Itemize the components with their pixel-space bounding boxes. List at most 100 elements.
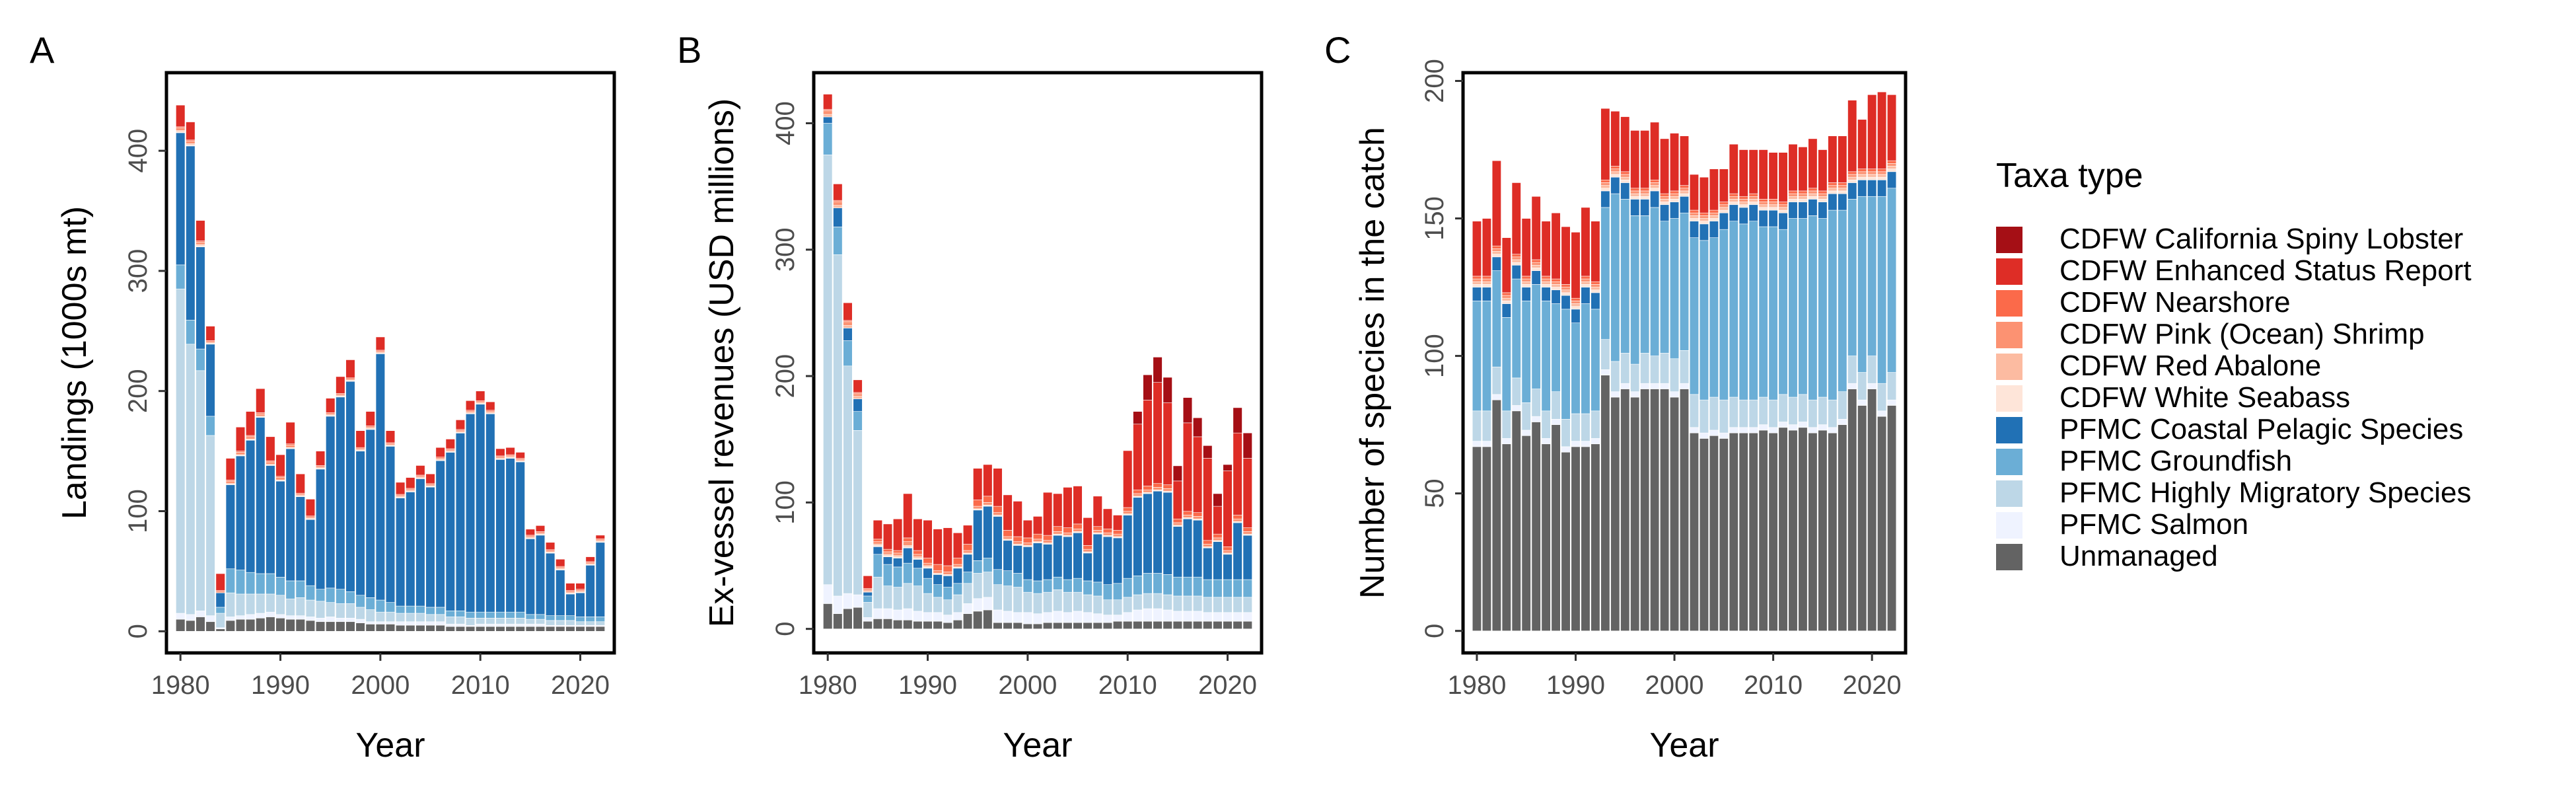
- bar-pfmc-coastal-pelagic-species-1999: [1660, 204, 1670, 222]
- bar-pfmc-highly-migratory-species-2012: [495, 617, 505, 624]
- bar-pfmc-groundfish-2021: [585, 617, 595, 623]
- bar-unmanaged-2019: [1213, 621, 1223, 629]
- bar-pfmc-salmon-2011: [1778, 422, 1788, 428]
- bar-pfmc-coastal-pelagic-species-1989: [266, 465, 275, 574]
- bar-pfmc-coastal-pelagic-species-1987: [246, 439, 256, 573]
- bar-cdfw-pink-ocean-shrimp-1992: [943, 572, 952, 575]
- bar-pfmc-highly-migratory-species-2007: [445, 617, 455, 624]
- bar-unmanaged-2007: [1092, 622, 1102, 629]
- bar-pfmc-coastal-pelagic-species-2006: [435, 460, 445, 608]
- bar-unmanaged-2017: [546, 626, 555, 632]
- bar-cdfw-enhanced-status-report-1991: [285, 422, 295, 444]
- bar-pfmc-salmon-1983: [205, 615, 215, 623]
- bar-cdfw-nearshore-1990: [1571, 297, 1581, 301]
- bar-unmanaged-2015: [525, 626, 535, 632]
- bar-cdfw-white-seabass-2010: [1768, 207, 1778, 211]
- bar-cdfw-nearshore-2001: [1679, 185, 1690, 189]
- bar-cdfw-white-seabass-1999: [1660, 202, 1670, 206]
- bar-cdfw-nearshore-2014: [1808, 188, 1818, 192]
- bar-unmanaged-2005: [1719, 438, 1729, 632]
- bar-unmanaged-2001: [1679, 389, 1690, 632]
- bar-cdfw-red-abalone-2015: [1818, 196, 1828, 200]
- bar-pfmc-coastal-pelagic-species-1998: [1650, 190, 1660, 208]
- bar-pfmc-salmon-1991: [285, 615, 295, 620]
- bar-cdfw-california-spiny-lobster-2021: [1233, 407, 1242, 434]
- panel-letter: B: [677, 29, 701, 71]
- bar-pfmc-coastal-pelagic-species-2019: [1857, 179, 1867, 197]
- bar-pfmc-salmon-1989: [1561, 446, 1571, 453]
- bar-cdfw-pink-ocean-shrimp-2006: [1729, 196, 1738, 200]
- bar-unmanaged-2015: [1172, 621, 1182, 629]
- x-tick-label: 2020: [1198, 671, 1257, 700]
- bar-cdfw-enhanced-status-report-2011: [1133, 424, 1143, 490]
- bar-cdfw-nearshore-2022: [1887, 160, 1897, 164]
- bar-pfmc-salmon-2012: [1788, 424, 1798, 431]
- bar-pfmc-highly-migratory-species-2014: [1808, 399, 1818, 428]
- bar-pfmc-coastal-pelagic-species-2020: [575, 592, 585, 617]
- bar-unmanaged-2010: [1768, 432, 1778, 632]
- bar-pfmc-coastal-pelagic-species-1989: [913, 559, 923, 569]
- bar-cdfw-nearshore-2019: [1213, 533, 1223, 539]
- bar-pfmc-coastal-pelagic-species-1994: [1610, 176, 1620, 194]
- bar-pfmc-highly-migratory-species-1986: [882, 585, 893, 609]
- bar-pfmc-coastal-pelagic-species-2011: [485, 413, 495, 613]
- bar-pfmc-groundfish-1993: [952, 583, 963, 595]
- bar-unmanaged-2007: [445, 626, 455, 632]
- bar-pfmc-coastal-pelagic-species-2019: [565, 593, 575, 616]
- bar-pfmc-salmon-1998: [355, 619, 365, 623]
- bar-unmanaged-1985: [225, 620, 235, 632]
- bar-unmanaged-2019: [1857, 405, 1867, 632]
- bar-cdfw-pink-ocean-shrimp-1992: [1591, 284, 1600, 287]
- bar-pfmc-coastal-pelagic-species-2015: [1172, 526, 1182, 578]
- bar-pfmc-coastal-pelagic-species-2007: [445, 452, 455, 611]
- bar-unmanaged-2011: [485, 626, 495, 632]
- bar-cdfw-nearshore-2022: [1242, 527, 1252, 532]
- bar-pfmc-highly-migratory-species-1989: [266, 593, 275, 613]
- bar-pfmc-coastal-pelagic-species-2003: [1053, 535, 1063, 578]
- bar-cdfw-pink-ocean-shrimp-2005: [1719, 204, 1729, 208]
- bar-pfmc-salmon-2012: [495, 624, 505, 627]
- bar-pfmc-highly-migratory-species-2019: [1213, 597, 1223, 613]
- bar-pfmc-groundfish-1990: [1571, 322, 1581, 414]
- bar-pfmc-highly-migratory-species-2012: [1788, 397, 1798, 425]
- bar-pfmc-salmon-1983: [1501, 438, 1511, 445]
- bar-cdfw-enhanced-status-report-2001: [1679, 135, 1690, 186]
- bar-pfmc-salmon-2015: [525, 624, 535, 627]
- bar-cdfw-nearshore-2010: [1768, 199, 1778, 202]
- bar-unmanaged-2009: [465, 626, 476, 632]
- y-tick-label: 100: [1420, 334, 1449, 378]
- bar-pfmc-groundfish-1994: [962, 572, 973, 584]
- bar-pfmc-highly-migratory-species-1991: [1581, 413, 1591, 441]
- bar-pfmc-groundfish-2018: [1847, 199, 1857, 356]
- bar-cdfw-white-seabass-2009: [1758, 207, 1768, 211]
- bar-pfmc-coastal-pelagic-species-1994: [962, 554, 973, 572]
- bar-cdfw-enhanced-status-report-2020: [1223, 471, 1233, 547]
- bar-pfmc-coastal-pelagic-species-2000: [1670, 202, 1680, 219]
- bar-pfmc-highly-migratory-species-2013: [505, 617, 515, 624]
- bar-unmanaged-1986: [235, 619, 246, 632]
- bar-pfmc-groundfish-1982: [1491, 270, 1501, 367]
- bar-pfmc-coastal-pelagic-species-2015: [525, 539, 535, 615]
- bar-pfmc-groundfish-1995: [973, 560, 983, 574]
- bar-pfmc-coastal-pelagic-species-1982: [196, 246, 205, 350]
- bar-unmanaged-1997: [345, 621, 355, 632]
- bar-cdfw-pink-ocean-shrimp-2016: [1828, 185, 1838, 189]
- bar-pfmc-coastal-pelagic-species-2008: [1748, 204, 1758, 222]
- bar-pfmc-coastal-pelagic-species-1981: [1482, 287, 1491, 301]
- legend-swatch-cdfw-nearshore: [1996, 290, 2022, 317]
- bar-pfmc-salmon-2013: [1153, 608, 1163, 622]
- bar-cdfw-enhanced-status-report-1982: [843, 302, 853, 321]
- bar-cdfw-red-abalone-1995: [1620, 176, 1630, 180]
- bar-pfmc-salmon-2008: [1748, 427, 1758, 434]
- bar-pfmc-highly-migratory-species-2009: [465, 617, 476, 626]
- bar-cdfw-enhanced-status-report-2010: [1768, 152, 1778, 200]
- bar-cdfw-nearshore-1993: [1600, 179, 1610, 183]
- bar-pfmc-salmon-2022: [1242, 612, 1252, 622]
- bar-unmanaged-2012: [1143, 621, 1153, 629]
- bar-unmanaged-1982: [1491, 399, 1501, 632]
- bar-pfmc-coastal-pelagic-species-2009: [1758, 209, 1768, 227]
- bar-unmanaged-1984: [215, 628, 225, 632]
- bar-pfmc-coastal-pelagic-species-1992: [943, 576, 952, 587]
- bar-cdfw-red-abalone-1984: [1511, 259, 1521, 263]
